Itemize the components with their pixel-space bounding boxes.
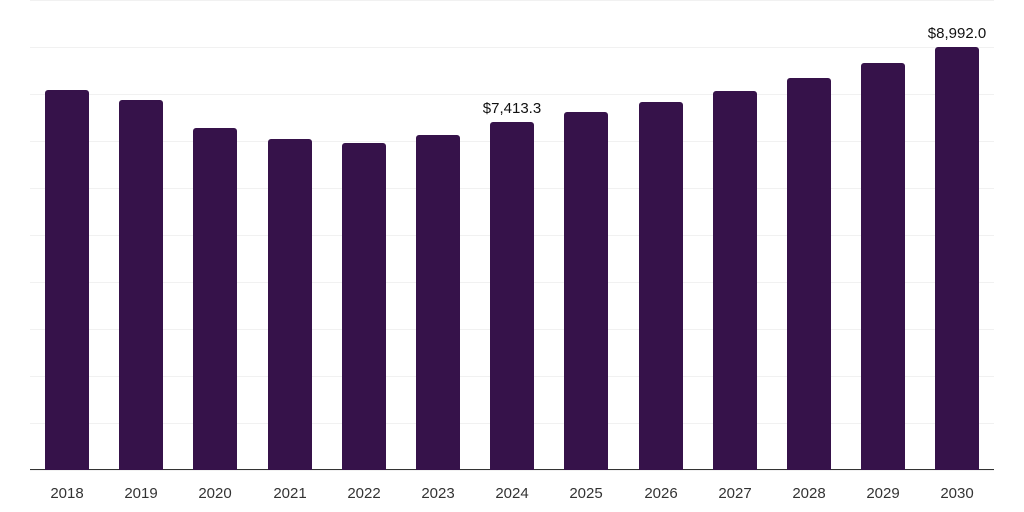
- x-tick-label: 2029: [866, 485, 900, 502]
- gridline: [30, 47, 994, 48]
- x-tick-label: 2026: [644, 485, 678, 502]
- x-tick-label: 2023: [421, 485, 455, 502]
- x-tick-label: 2024: [495, 485, 529, 502]
- x-tick-label: 2022: [347, 485, 381, 502]
- bar-2025[interactable]: [564, 112, 608, 470]
- gridline: [30, 470, 994, 471]
- bar-2023[interactable]: [416, 135, 460, 470]
- bar-2020[interactable]: [193, 128, 237, 470]
- x-tick-label: 2028: [792, 485, 826, 502]
- x-tick-label: 2027: [718, 485, 752, 502]
- bar-2024[interactable]: [490, 122, 534, 470]
- x-tick-label: 2030: [940, 485, 974, 502]
- bar-2021[interactable]: [268, 139, 312, 470]
- gridline: [30, 94, 994, 95]
- x-tick-label: 2025: [569, 485, 603, 502]
- x-tick-label: 2019: [124, 485, 158, 502]
- bar-2029[interactable]: [861, 63, 905, 470]
- data-label: $8,992.0: [927, 25, 987, 42]
- x-tick-label: 2021: [273, 485, 307, 502]
- gridline: [30, 0, 994, 1]
- bar-2027[interactable]: [713, 91, 757, 470]
- bar-2022[interactable]: [342, 143, 386, 470]
- x-tick-label: 2020: [198, 485, 232, 502]
- data-label: $7,413.3: [482, 100, 542, 117]
- bar-2026[interactable]: [639, 102, 683, 470]
- x-tick-label: 2018: [50, 485, 84, 502]
- bar-2030[interactable]: [935, 47, 979, 470]
- bar-2028[interactable]: [787, 78, 831, 470]
- bar-2018[interactable]: [45, 90, 89, 470]
- bar-2019[interactable]: [119, 100, 163, 470]
